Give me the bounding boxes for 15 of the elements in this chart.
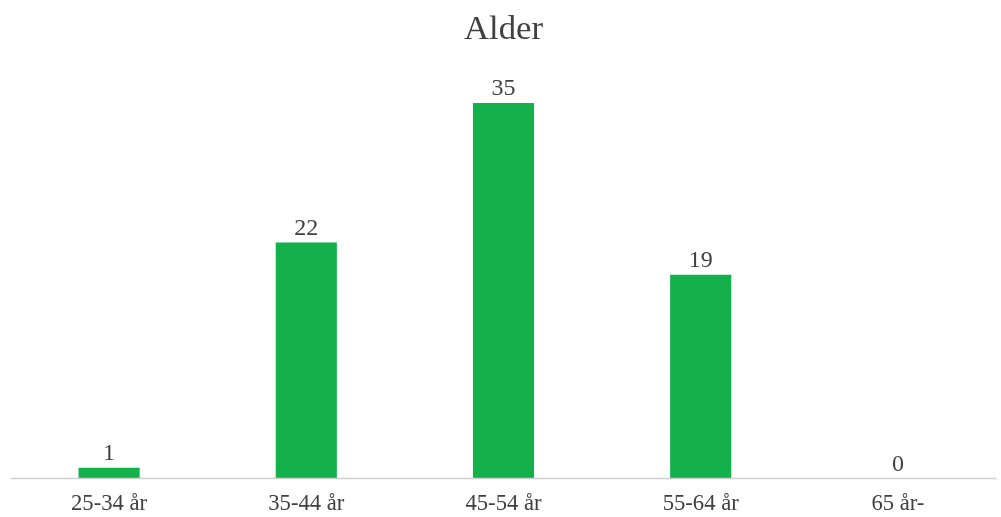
x-tick-label: 45-54 år: [465, 489, 543, 515]
chart-title: Alder: [464, 7, 544, 46]
bar: [670, 274, 732, 479]
data-label: 19: [688, 245, 713, 272]
data-label: 0: [891, 449, 904, 476]
x-tick-label: 55-64 år: [662, 489, 740, 515]
x-tick-label: 65 år-: [871, 489, 925, 515]
x-tick-label: 35-44 år: [268, 489, 345, 515]
data-label: 22: [294, 213, 319, 240]
x-tick-label: 25-34 år: [71, 489, 148, 515]
bar: [78, 467, 140, 479]
data-label: 35: [491, 74, 516, 101]
bar: [472, 103, 535, 479]
bar: [275, 242, 337, 479]
data-label: 1: [103, 438, 116, 465]
